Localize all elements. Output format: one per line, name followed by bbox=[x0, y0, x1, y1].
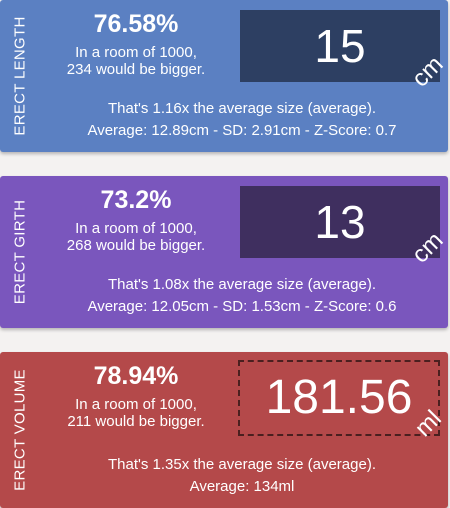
percentile-value: 76.58% bbox=[93, 10, 179, 38]
room-line-1: In a room of 1000, bbox=[75, 396, 197, 413]
room-line-2: 211 would be bigger. bbox=[67, 413, 205, 430]
erect-girth-card: ERECT GIRTH 73.2% In a room of 1000, 268… bbox=[0, 176, 448, 328]
room-comparison: In a room of 1000, 268 would be bigger. bbox=[36, 220, 236, 254]
measurement-value: 13 bbox=[314, 196, 366, 248]
percentile-value: 73.2% bbox=[100, 186, 172, 214]
measurement-value: 181.56 bbox=[265, 371, 413, 424]
room-line-1: In a room of 1000, bbox=[75, 44, 197, 61]
percentile-value: 78.94% bbox=[93, 362, 179, 390]
average-comparison: That's 1.08x the average size (average). bbox=[107, 276, 376, 293]
card-side-label: ERECT LENGTH bbox=[11, 16, 29, 136]
measurement-box: 13 bbox=[240, 186, 440, 258]
room-line-2: 268 would be bigger. bbox=[66, 237, 206, 254]
room-comparison: In a room of 1000, 211 would be bigger. bbox=[36, 396, 236, 430]
erect-volume-card: ERECT VOLUME 78.94% In a room of 1000, 2… bbox=[0, 352, 448, 508]
average-comparison: That's 1.35x the average size (average). bbox=[107, 456, 376, 473]
room-comparison: In a room of 1000, 234 would be bigger. bbox=[36, 44, 236, 78]
average-comparison: That's 1.16x the average size (average). bbox=[107, 100, 376, 117]
room-line-1: In a room of 1000, bbox=[75, 220, 197, 237]
erect-length-card: ERECT LENGTH 76.58% In a room of 1000, 2… bbox=[0, 0, 448, 152]
measurement-box: 15 bbox=[240, 10, 440, 82]
statistics-line: Average: 134ml bbox=[189, 478, 295, 495]
measurement-box: 181.56 bbox=[238, 360, 440, 436]
statistics-line: Average: 12.89cm - SD: 2.91cm - Z-Score:… bbox=[87, 122, 397, 139]
card-side-label: ERECT VOLUME bbox=[11, 369, 29, 491]
statistics-line: Average: 12.05cm - SD: 1.53cm - Z-Score:… bbox=[87, 298, 397, 315]
room-line-2: 234 would be bigger. bbox=[66, 61, 206, 78]
card-side-label: ERECT GIRTH bbox=[11, 199, 29, 305]
measurement-value: 15 bbox=[314, 20, 366, 72]
